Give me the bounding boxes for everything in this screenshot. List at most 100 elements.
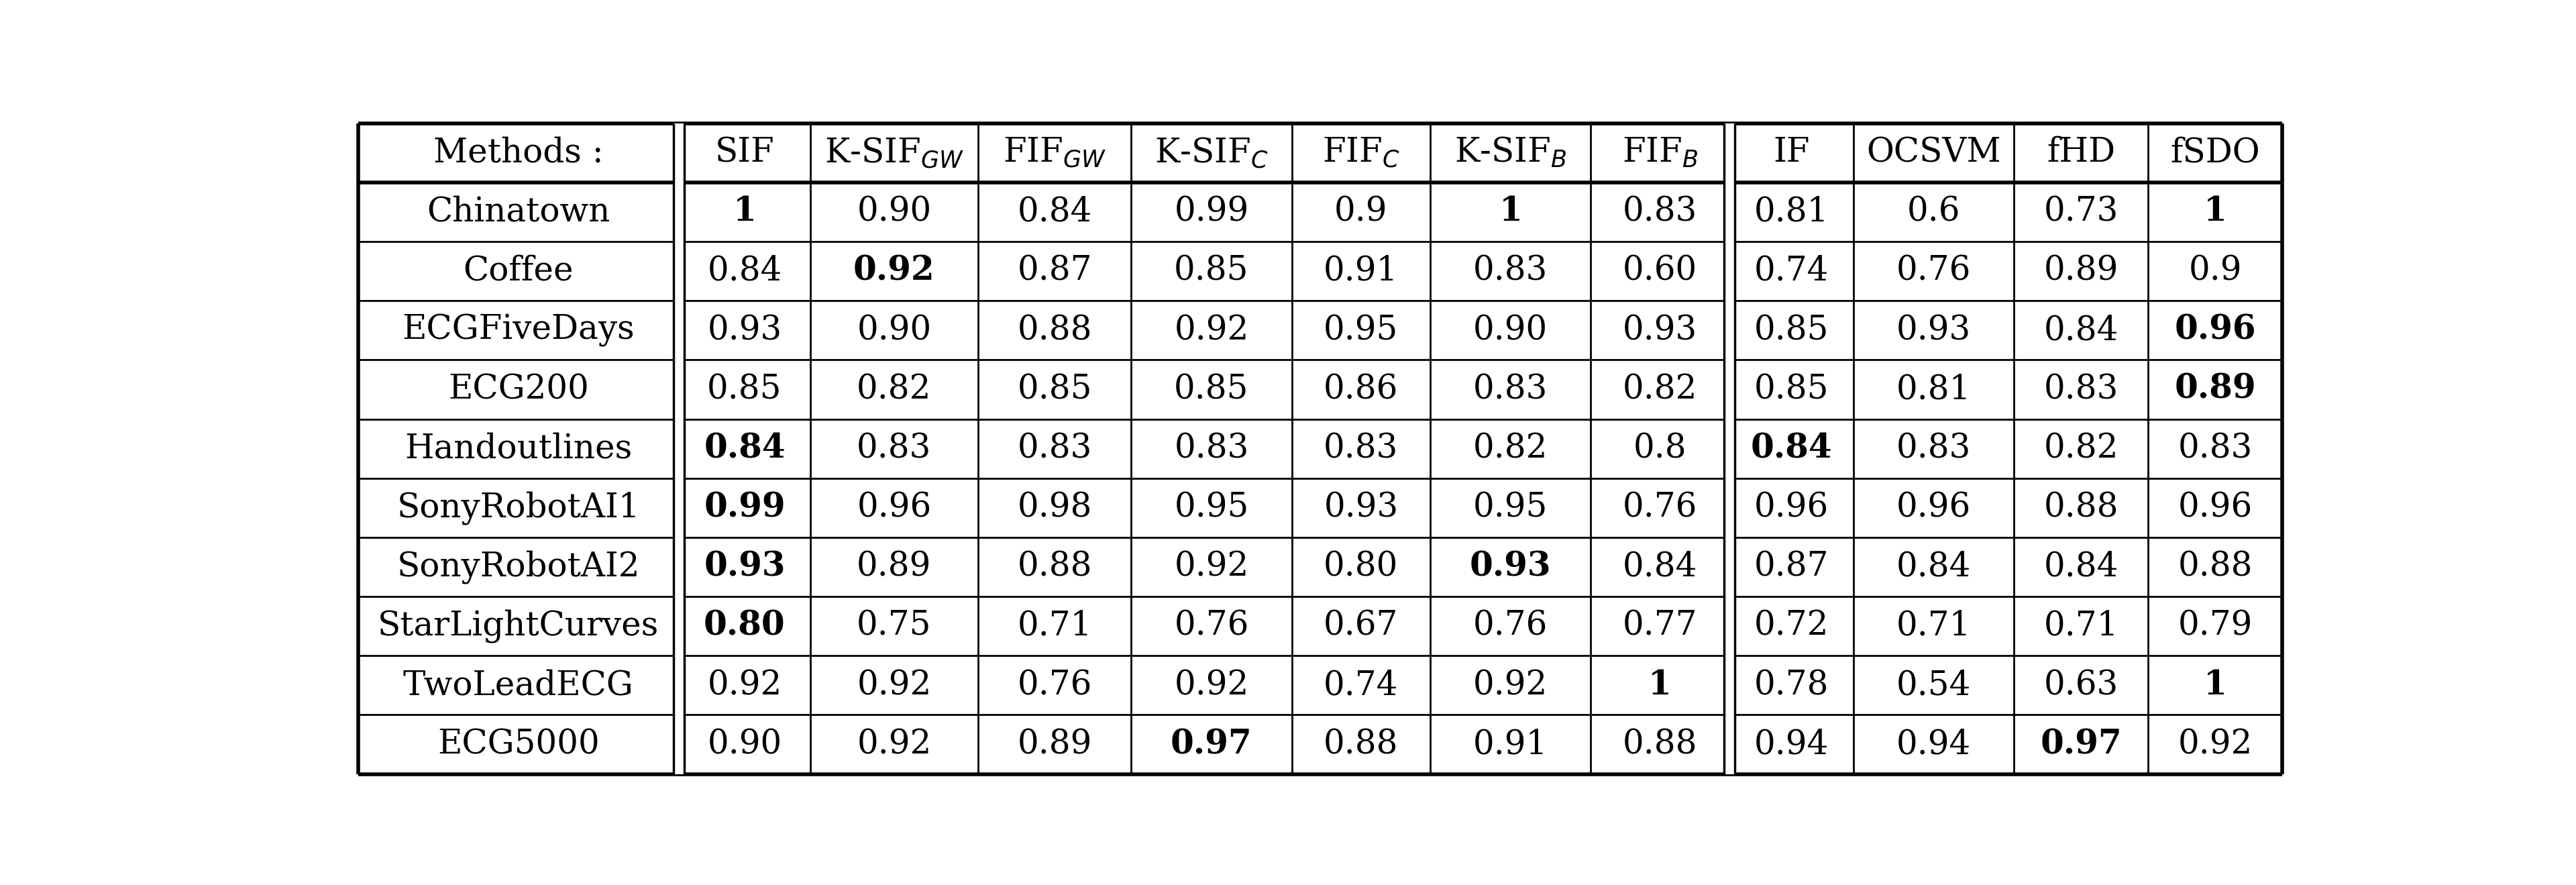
Text: 0.63: 0.63	[2043, 669, 2117, 702]
Text: 0.82: 0.82	[1623, 373, 1698, 406]
Text: 0.94: 0.94	[1896, 727, 1971, 761]
Text: ECG200: ECG200	[448, 373, 590, 406]
Text: 0.96: 0.96	[858, 491, 933, 525]
Text: 0.71: 0.71	[1018, 610, 1092, 643]
Text: 0.54: 0.54	[1896, 669, 1971, 702]
Text: 0.78: 0.78	[1754, 669, 1829, 702]
Text: 0.74: 0.74	[1754, 255, 1829, 288]
Text: K-SIF$_{GW}$: K-SIF$_{GW}$	[824, 136, 963, 170]
Text: Methods :: Methods :	[433, 136, 603, 169]
Text: 0.90: 0.90	[708, 727, 783, 761]
Text: 0.84: 0.84	[2043, 550, 2117, 583]
Text: 0.92: 0.92	[858, 669, 933, 702]
Text: 0.90: 0.90	[1473, 313, 1548, 347]
Text: 0.93: 0.93	[1623, 313, 1698, 347]
Text: 0.84: 0.84	[1752, 432, 1832, 465]
Text: 0.93: 0.93	[1324, 491, 1399, 525]
Text: 0.82: 0.82	[2043, 432, 2117, 466]
Text: 0.75: 0.75	[858, 610, 933, 643]
Text: 0.92: 0.92	[858, 727, 933, 761]
Text: fSDO: fSDO	[2172, 136, 2259, 169]
Text: SonyRobotAI1: SonyRobotAI1	[397, 491, 639, 525]
Text: 0.92: 0.92	[1175, 550, 1249, 583]
Text: 0.92: 0.92	[1175, 669, 1249, 702]
Text: 0.83: 0.83	[1896, 432, 1971, 466]
Text: 0.90: 0.90	[858, 313, 933, 347]
Text: 0.84: 0.84	[1018, 196, 1092, 228]
Text: 0.95: 0.95	[1324, 313, 1399, 347]
Text: 0.97: 0.97	[1170, 728, 1252, 761]
Text: 0.77: 0.77	[1623, 610, 1698, 643]
Text: 0.84: 0.84	[708, 255, 783, 288]
Text: 0.84: 0.84	[1623, 550, 1698, 583]
Text: 0.76: 0.76	[1896, 255, 1971, 288]
Text: 0.83: 0.83	[1623, 196, 1698, 228]
Text: OCSVM: OCSVM	[1868, 136, 2002, 169]
Text: 0.92: 0.92	[1175, 313, 1249, 347]
Text: FIF$_{GW}$: FIF$_{GW}$	[1002, 136, 1108, 169]
Text: 0.84: 0.84	[703, 432, 786, 465]
Text: 0.86: 0.86	[1324, 373, 1399, 406]
Text: TwoLeadECG: TwoLeadECG	[402, 669, 634, 702]
Text: Handoutlines: Handoutlines	[404, 432, 631, 466]
Text: 0.92: 0.92	[2179, 727, 2251, 761]
Text: 0.76: 0.76	[1018, 669, 1092, 702]
Text: 0.98: 0.98	[1018, 491, 1092, 525]
Text: 0.71: 0.71	[1896, 610, 1971, 643]
Text: 0.89: 0.89	[2043, 255, 2117, 288]
Text: 0.80: 0.80	[703, 610, 786, 643]
Text: 0.72: 0.72	[1754, 610, 1829, 643]
Text: 0.83: 0.83	[1175, 432, 1249, 466]
Text: 0.96: 0.96	[1896, 491, 1971, 525]
Text: 0.9: 0.9	[2190, 255, 2241, 288]
Text: K-SIF$_{B}$: K-SIF$_{B}$	[1455, 136, 1566, 170]
Text: 0.96: 0.96	[2174, 314, 2257, 347]
Text: 0.88: 0.88	[1623, 727, 1698, 761]
Text: 0.9: 0.9	[1334, 196, 1388, 228]
Text: 0.89: 0.89	[1018, 727, 1092, 761]
Text: 0.84: 0.84	[1896, 550, 1971, 583]
Text: 1: 1	[1649, 669, 1672, 702]
Text: 1: 1	[734, 196, 757, 228]
Text: 0.87: 0.87	[1018, 255, 1092, 288]
Text: 1: 1	[1499, 196, 1522, 228]
Text: 0.94: 0.94	[1754, 727, 1829, 761]
Text: 0.93: 0.93	[1896, 313, 1971, 347]
Text: 0.84: 0.84	[2043, 313, 2117, 347]
Text: 0.87: 0.87	[1754, 550, 1829, 583]
Text: 0.92: 0.92	[1473, 669, 1548, 702]
Text: 0.88: 0.88	[2177, 550, 2254, 583]
Text: 0.89: 0.89	[2174, 373, 2257, 406]
Text: 1: 1	[2202, 669, 2228, 702]
Text: 0.82: 0.82	[1473, 432, 1548, 466]
Text: 0.99: 0.99	[1175, 196, 1249, 228]
Text: 0.99: 0.99	[703, 491, 786, 524]
Text: 0.92: 0.92	[708, 669, 783, 702]
Text: 0.60: 0.60	[1623, 255, 1698, 288]
Text: 0.81: 0.81	[1896, 373, 1971, 406]
Text: 0.85: 0.85	[1175, 255, 1249, 288]
Text: 0.83: 0.83	[2177, 432, 2251, 466]
Text: 0.89: 0.89	[858, 550, 933, 583]
Text: 0.88: 0.88	[2043, 491, 2117, 525]
Text: 0.93: 0.93	[1471, 550, 1551, 583]
Text: 0.95: 0.95	[1473, 491, 1548, 525]
Text: 0.85: 0.85	[1175, 373, 1249, 406]
Text: IF: IF	[1772, 136, 1811, 169]
Text: 0.76: 0.76	[1623, 491, 1698, 525]
Text: FIF$_{C}$: FIF$_{C}$	[1321, 136, 1399, 169]
Text: 0.83: 0.83	[1324, 432, 1399, 466]
Text: 0.93: 0.93	[703, 550, 786, 583]
Text: 0.83: 0.83	[1473, 255, 1548, 288]
Text: 0.85: 0.85	[708, 373, 783, 406]
Text: 0.91: 0.91	[1473, 727, 1548, 761]
Text: ECGFiveDays: ECGFiveDays	[402, 313, 634, 347]
Text: 0.83: 0.83	[1018, 432, 1092, 466]
Text: 0.83: 0.83	[858, 432, 933, 466]
Text: 0.80: 0.80	[1324, 550, 1399, 583]
Text: 0.85: 0.85	[1754, 313, 1829, 347]
Text: 0.76: 0.76	[1473, 610, 1548, 643]
Text: 0.85: 0.85	[1018, 373, 1092, 406]
Text: Chinatown: Chinatown	[428, 196, 611, 228]
Text: 0.83: 0.83	[1473, 373, 1548, 406]
